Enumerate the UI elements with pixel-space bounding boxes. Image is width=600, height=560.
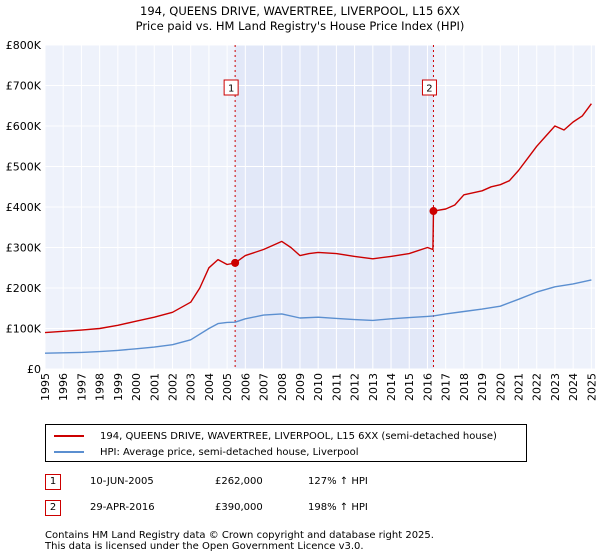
x-tick-label: 2003	[185, 373, 198, 401]
x-tick-label: 2021	[513, 373, 526, 401]
sale-hpi: 198% ↑ HPI	[308, 502, 368, 513]
x-tick-label: 2004	[203, 373, 216, 401]
annotation-marker: 1	[223, 79, 239, 96]
y-tick-label: £200K	[6, 282, 42, 295]
annotation-box	[223, 79, 239, 96]
legend-item-hpi: HPI: Average price, semi-detached house,…	[54, 444, 526, 460]
x-tick-label: 2006	[239, 373, 252, 401]
sale-badge: 2	[45, 500, 61, 516]
hpi-line	[44, 279, 592, 354]
chart-title: 194, QUEENS DRIVE, WAVERTREE, LIVERPOOL,…	[140, 4, 460, 18]
x-tick-label: 2022	[531, 373, 544, 401]
annotation-label: 2	[426, 84, 432, 95]
x-tick-label: 2017	[440, 373, 453, 401]
x-tick-label: 1998	[94, 373, 107, 401]
legend-label-property: 194, QUEENS DRIVE, WAVERTREE, LIVERPOOL,…	[100, 430, 497, 442]
footer-copyright: Contains HM Land Registry data © Crown c…	[45, 530, 434, 541]
footer: Contains HM Land Registry data © Crown c…	[45, 530, 434, 552]
sale-hpi: 127% ↑ HPI	[308, 476, 368, 487]
x-tick-label: 2011	[330, 373, 343, 401]
y-tick-label: £400K	[6, 201, 42, 214]
x-tick-label: 2012	[349, 373, 362, 401]
x-tick-label: 2013	[367, 373, 380, 401]
x-tick-label: 2009	[294, 373, 307, 401]
x-tick-label: 2001	[148, 373, 161, 401]
x-tick-label: 2000	[130, 373, 143, 401]
x-tick-label: 1996	[57, 373, 70, 401]
x-tick-label: 2020	[494, 373, 507, 401]
sale-point	[429, 207, 438, 216]
legend-swatch-property	[54, 435, 84, 437]
property-price-line	[44, 103, 592, 334]
x-tick-label: 2023	[549, 373, 562, 401]
sale-date: 10-JUN-2005	[90, 476, 154, 487]
x-tick-label: 2024	[567, 373, 580, 401]
x-tick-label: 2005	[221, 373, 234, 401]
y-tick-label: £300K	[6, 242, 42, 255]
chart-subtitle: Price paid vs. HM Land Registry's House …	[136, 19, 465, 33]
x-tick-label: 1997	[75, 373, 88, 401]
annotation-marker: 2	[421, 79, 437, 96]
x-tick-label: 2008	[276, 373, 289, 401]
x-tick-label: 2007	[258, 373, 271, 401]
x-tick-label: 2016	[421, 373, 434, 401]
x-tick-label: 2015	[403, 373, 416, 401]
y-tick-label: £0	[27, 363, 41, 376]
price-chart: 194, QUEENS DRIVE, WAVERTREE, LIVERPOOL,…	[6, 4, 599, 401]
sale-badge: 1	[45, 474, 61, 490]
x-tick-label: 2025	[585, 373, 598, 401]
legend-label-hpi: HPI: Average price, semi-detached house,…	[100, 446, 359, 458]
annotation-box	[421, 79, 437, 96]
legend-item-property: 194, QUEENS DRIVE, WAVERTREE, LIVERPOOL,…	[54, 428, 526, 444]
x-tick-label: 2010	[312, 373, 325, 401]
x-tick-label: 2018	[458, 373, 471, 401]
y-tick-label: £600K	[6, 120, 42, 133]
sale-date: 29-APR-2016	[90, 502, 155, 513]
x-tick-label: 2019	[476, 373, 489, 401]
x-tick-label: 1995	[39, 373, 52, 401]
y-tick-label: £700K	[6, 80, 42, 93]
sale-price: £390,000	[215, 502, 263, 513]
annotation-label: 1	[228, 84, 234, 95]
x-tick-label: 2002	[166, 373, 179, 401]
y-tick-label: £100K	[6, 323, 42, 336]
x-tick-label: 2014	[385, 373, 398, 401]
legend-swatch-hpi	[54, 451, 84, 453]
y-tick-label: £500K	[6, 161, 42, 174]
y-tick-label: £800K	[6, 39, 42, 52]
footer-licence: This data is licensed under the Open Gov…	[45, 541, 364, 552]
chart-legend: 194, QUEENS DRIVE, WAVERTREE, LIVERPOOL,…	[45, 424, 527, 462]
sale-price: £262,000	[215, 476, 263, 487]
x-tick-label: 1999	[112, 373, 125, 401]
sale-point	[231, 258, 240, 267]
